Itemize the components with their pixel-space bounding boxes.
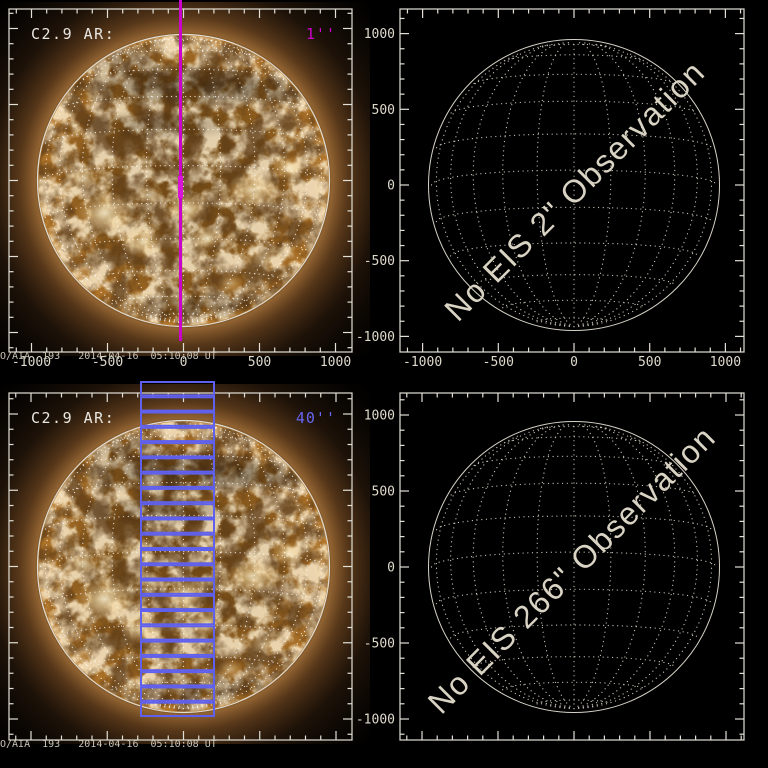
panel-no-eis-2arcsec: -1000 -500 0 500 1000 1000 500 0 -500 -1000 No EI… <box>356 0 768 384</box>
solar-limb-circle <box>428 421 720 713</box>
axes <box>399 8 745 353</box>
x-tick-label: 1000 <box>320 355 351 370</box>
raster-box <box>140 701 215 718</box>
x-tick-label: -1000 <box>403 355 442 370</box>
y-tick-label: 1000 <box>364 27 395 42</box>
panel-no-eis-266arcsec: 1000 500 0 -500 -1000 No EIS 266" Observatio… <box>356 384 768 768</box>
image-timestamp: O/AIA 193 2014-04-16 05:10:08 UT <box>0 351 217 362</box>
image-timestamp: O/AIA 193 2014-04-16 05:10:08 UT <box>0 739 217 750</box>
raster-box <box>140 442 215 458</box>
y-tick-label: -500 <box>364 254 395 269</box>
raster-box <box>140 625 215 641</box>
panel-aia-slit-1arcsec: -1000 -500 0 500 1000 C2.9 AR: 1'' O/AIA 193… <box>0 0 384 384</box>
raster-box <box>140 533 215 549</box>
raster-box <box>140 640 215 656</box>
raster-box <box>140 487 215 504</box>
x-tick-label: -500 <box>92 355 123 370</box>
y-tick-label: -500 <box>364 637 395 652</box>
aia-sun-image <box>0 2 370 356</box>
raster-box <box>140 564 215 580</box>
raster-box <box>140 472 215 488</box>
solar-limb-circle <box>36 419 331 714</box>
x-tick-label: -500 <box>483 355 514 370</box>
raster-box <box>140 396 215 412</box>
raster-box <box>140 381 215 397</box>
heliographic-grid <box>39 36 328 324</box>
flare-ar-label: C2.9 AR: <box>31 25 116 43</box>
heliographic-grid <box>430 41 718 328</box>
x-tick-label: 500 <box>248 355 271 370</box>
eis-slit-line <box>179 0 182 341</box>
y-tick-label: -1000 <box>356 713 395 728</box>
raster-box <box>140 411 215 427</box>
aia-sun-plot <box>0 381 370 744</box>
y-tick-label: 0 <box>387 179 395 194</box>
aia-sun-plot: -1000 -500 0 500 1000 <box>0 0 370 370</box>
x-tick-label: -1000 <box>12 355 51 370</box>
raster-box <box>140 426 215 443</box>
heliographic-grid <box>430 423 718 710</box>
helio-grid-plot: 1000 500 0 -500 -1000 <box>356 392 745 741</box>
axes <box>8 392 353 741</box>
raster-width-label: 40'' <box>295 409 336 427</box>
x-tick-label: 0 <box>570 355 578 370</box>
raster-box <box>140 671 215 687</box>
raster-box <box>140 518 215 534</box>
eis-slit-pointing <box>178 176 183 198</box>
panel-aia-raster-40arcsec: C2.9 AR: 40'' O/AIA 193 2014-04-16 05:10… <box>0 381 384 768</box>
flare-ar-label: C2.9 AR: <box>31 409 116 427</box>
raster-box <box>140 686 215 702</box>
x-tick-label: 500 <box>638 355 661 370</box>
y-tick-label: 500 <box>372 485 395 500</box>
eis-raster-boxes <box>140 381 215 718</box>
x-tick-label: 1000 <box>710 355 741 370</box>
solar-limb-circle <box>36 33 331 328</box>
raster-box <box>140 549 215 565</box>
slit-width-label: 1'' <box>305 25 336 43</box>
y-tick-label: -1000 <box>356 330 395 345</box>
raster-box <box>140 457 215 473</box>
y-tick-label: 1000 <box>364 409 395 424</box>
raster-box <box>140 610 215 626</box>
helio-grid-plot: -1000 -500 0 500 1000 1000 500 0 -500 -1000 <box>356 8 745 370</box>
y-tick-label: 0 <box>387 561 395 576</box>
x-tick-label: 0 <box>180 355 188 370</box>
raster-box <box>140 503 215 519</box>
axes <box>399 392 745 741</box>
solar-limb-circle <box>428 39 720 331</box>
raster-box <box>140 579 215 595</box>
y-tick-label: 500 <box>372 103 395 118</box>
raster-box <box>140 594 215 611</box>
raster-box <box>140 655 215 672</box>
